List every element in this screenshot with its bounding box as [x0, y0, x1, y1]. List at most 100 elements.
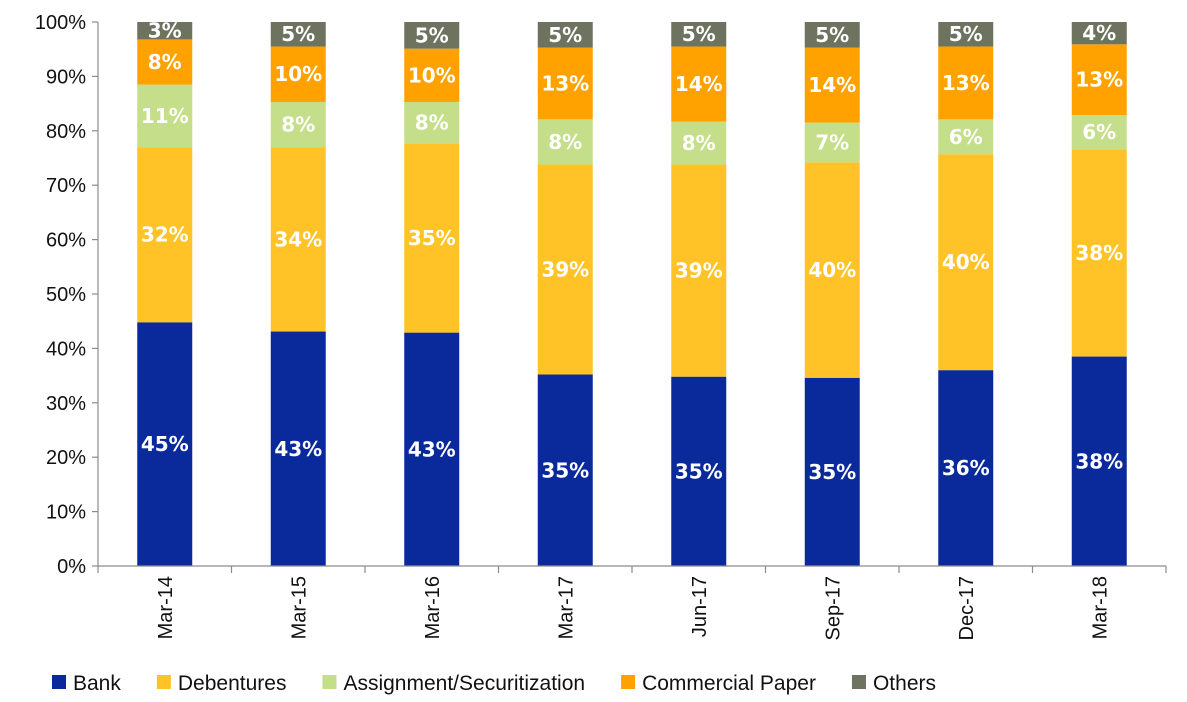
bar-segment: [404, 22, 460, 49]
legend-swatch: [52, 675, 66, 689]
legend-item: Bank: [52, 672, 121, 695]
data-label: 40%: [808, 258, 856, 282]
x-tick-label: Mar-17: [555, 576, 577, 639]
data-label: 38%: [1075, 241, 1123, 265]
bar-segment: [938, 22, 994, 47]
legend-label: Assignment/Securitization: [343, 672, 585, 695]
bar-segment: [270, 22, 326, 47]
bar-segment: [404, 143, 460, 333]
data-label: 4%: [1082, 21, 1116, 45]
data-label: 39%: [675, 259, 723, 283]
data-label: 38%: [1075, 449, 1123, 473]
data-label: 7%: [815, 130, 849, 154]
legend-item: Debentures: [156, 672, 287, 695]
bar-segment: [938, 154, 994, 371]
x-tick-label: Sep-17: [822, 576, 844, 641]
bar-segment: [1071, 149, 1127, 357]
bar-segment: [1071, 115, 1127, 150]
data-label: 10%: [274, 62, 322, 86]
bar-segment: [671, 376, 727, 566]
bar-segment: [270, 147, 326, 332]
y-tick-label: 0%: [57, 556, 86, 578]
data-label: 8%: [281, 113, 315, 137]
x-tick-label: Mar-15: [288, 576, 310, 639]
x-tick-label: Mar-14: [155, 576, 177, 639]
bar-segment: [404, 48, 460, 102]
data-label: 45%: [141, 432, 189, 456]
bar-segment: [804, 377, 860, 566]
legend-swatch: [621, 675, 636, 689]
data-label: 3%: [148, 19, 182, 43]
y-tick-label: 20%: [46, 447, 86, 469]
legend-label: Others: [873, 672, 936, 695]
legend-label: Bank: [73, 672, 121, 695]
legend-swatch: [156, 675, 171, 689]
data-label: 43%: [408, 437, 456, 461]
bar-segment: [671, 121, 727, 165]
x-tick-label: Mar-16: [422, 576, 444, 639]
data-label: 5%: [548, 23, 582, 47]
y-tick-label: 70%: [46, 175, 86, 197]
data-label: 10%: [408, 63, 456, 87]
bar-segment: [1071, 22, 1127, 45]
bar-segment: [137, 147, 193, 323]
data-label: 13%: [1075, 68, 1123, 92]
data-label: 8%: [682, 131, 716, 155]
data-label: 35%: [541, 458, 589, 482]
x-tick-label: Jun-17: [689, 576, 711, 637]
y-tick-label: 10%: [46, 502, 86, 524]
bar-segment: [804, 22, 860, 48]
bars: [137, 22, 1127, 566]
data-label: 14%: [675, 72, 723, 96]
bar-segment: [137, 322, 193, 566]
bar-segment: [804, 122, 860, 163]
data-label: 8%: [148, 50, 182, 74]
data-label: 36%: [942, 456, 990, 480]
bar-segment: [270, 331, 326, 566]
bar-segment: [804, 47, 860, 123]
y-tick-label: 90%: [46, 66, 86, 88]
y-tick-label: 60%: [46, 230, 86, 252]
bar-segment: [137, 39, 193, 85]
legend-label: Commercial Paper: [642, 672, 816, 695]
y-axis: 0% 10% 20% 30% 40% 50% 60% 70% 80% 90% 100%: [35, 12, 99, 578]
legend-swatch: [851, 675, 866, 689]
y-tick-label: 40%: [46, 338, 86, 360]
bar-segment: [404, 332, 460, 566]
x-axis: Mar-14 Mar-15 Mar-16 Mar-17 Jun-17 Sep-17 Dec-…: [97, 565, 1167, 641]
data-label: 5%: [281, 22, 315, 46]
data-label: 35%: [408, 226, 456, 250]
bar-segment: [270, 101, 326, 148]
bar-segment: [137, 22, 193, 40]
bar-segment: [404, 101, 460, 144]
data-label: 13%: [541, 71, 589, 95]
bar-segment: [671, 164, 727, 377]
y-tick-label: 100%: [35, 12, 86, 34]
data-label: 6%: [949, 125, 983, 149]
data-label: 5%: [682, 22, 716, 46]
data-label: 8%: [415, 111, 449, 135]
bar-segment: [537, 47, 593, 120]
data-label: 5%: [415, 23, 449, 47]
data-label: 39%: [541, 258, 589, 282]
bar-segment: [537, 22, 593, 48]
data-label: 34%: [274, 227, 322, 251]
y-tick-label: 30%: [46, 393, 86, 415]
bar-segment: [137, 84, 193, 148]
legend-label: Debentures: [178, 672, 287, 695]
legend-swatch: [322, 675, 337, 689]
data-label: 6%: [1082, 120, 1116, 144]
data-label: 43%: [274, 437, 322, 461]
data-label: 5%: [815, 23, 849, 47]
bar-segment: [804, 162, 860, 378]
bar-segment: [1071, 356, 1127, 566]
bar-segment: [1071, 44, 1127, 116]
data-label: 11%: [141, 104, 189, 128]
bar-segment: [938, 46, 994, 120]
data-label: 32%: [141, 223, 189, 247]
legend: Bank Debentures Assignment/Securitization C…: [52, 672, 936, 695]
data-label: 40%: [942, 250, 990, 274]
bar-segment: [537, 164, 593, 375]
bar-segment: [671, 22, 727, 47]
